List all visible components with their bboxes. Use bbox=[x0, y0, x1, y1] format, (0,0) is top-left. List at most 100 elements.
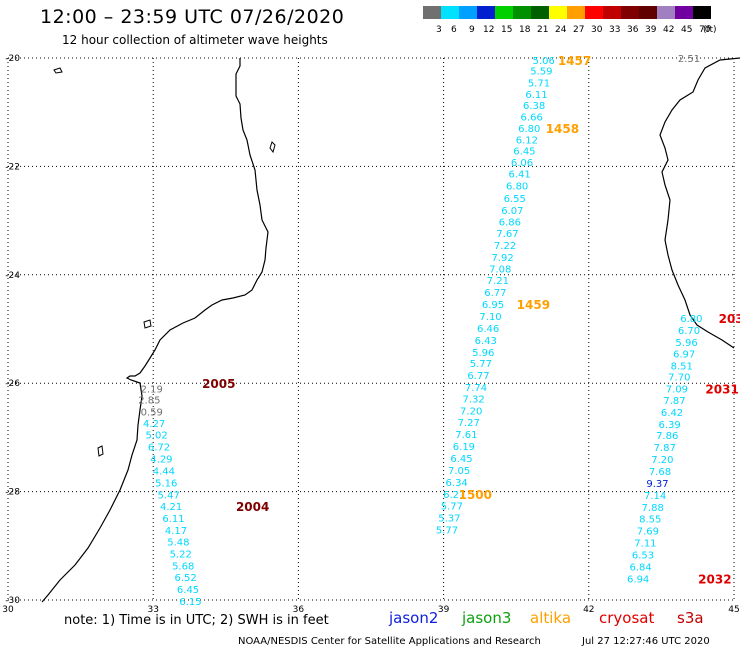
pass-time-label: 2005 bbox=[202, 377, 235, 391]
pass-time-label: 2031 bbox=[705, 383, 738, 397]
pass-time-label: 1458 bbox=[546, 122, 579, 136]
wave-height-value: 5.16 bbox=[155, 478, 177, 489]
colorbar-label: 36 bbox=[627, 25, 639, 35]
wave-height-value: 5.96 bbox=[472, 348, 494, 359]
wave-height-value: 8.51 bbox=[671, 361, 693, 372]
wave-height-value: 5.06 bbox=[533, 56, 555, 67]
wave-height-value: 5.77 bbox=[441, 502, 463, 513]
wave-height-value: 7.67 bbox=[496, 229, 518, 240]
wave-height-value: 6.53 bbox=[632, 550, 654, 561]
wave-height-value: 6.38 bbox=[523, 101, 545, 112]
chart-title: 12:00 – 23:59 UTC 07/26/2020 bbox=[40, 6, 345, 28]
wave-height-value: 6.45 bbox=[450, 454, 472, 465]
legend-jason2: jason2 bbox=[389, 609, 439, 627]
colorbar-label: 39 bbox=[645, 25, 657, 35]
small-island bbox=[53, 67, 63, 74]
colorbar-label: 6 bbox=[451, 25, 457, 35]
wave-height-value: 4.17 bbox=[165, 526, 187, 537]
colorbar-swatch bbox=[441, 6, 459, 19]
wave-height-value: 2.19 bbox=[141, 385, 163, 396]
y-tick-label: -22 bbox=[5, 162, 20, 172]
wave-height-value: 4.21 bbox=[160, 502, 182, 513]
colorbar-unit: (ft) bbox=[703, 25, 717, 35]
wave-height-value: 7.27 bbox=[458, 418, 480, 429]
wave-height-value: 6.34 bbox=[446, 478, 468, 489]
wave-height-value: 6.80 bbox=[506, 181, 528, 192]
x-tick-label: 30 bbox=[2, 605, 14, 615]
colorbar-label: 9 bbox=[469, 25, 475, 35]
wave-height-value: 5.37 bbox=[438, 514, 460, 525]
wave-height-value: 7.87 bbox=[663, 396, 685, 407]
wave-height-value: 6.95 bbox=[482, 300, 504, 311]
colorbar-swatch bbox=[585, 6, 603, 19]
wave-height-value: 6.41 bbox=[508, 169, 530, 180]
wave-height-value: 7.86 bbox=[656, 431, 678, 442]
wave-height-value: 6.70 bbox=[678, 326, 700, 337]
wave-height-value: 5.77 bbox=[436, 526, 458, 537]
wave-height-value: 8.55 bbox=[639, 515, 661, 526]
colorbar-label: 3 bbox=[436, 25, 442, 35]
wave-height-value: 0.59 bbox=[141, 407, 163, 418]
colorbar-swatch bbox=[423, 6, 441, 19]
wave-height-value: 7.32 bbox=[462, 394, 484, 405]
legend-cryosat: cryosat bbox=[599, 609, 655, 627]
wave-height-value: 5.96 bbox=[675, 338, 697, 349]
wave-height-value: 7.08 bbox=[489, 264, 511, 275]
wave-height-value: 6.39 bbox=[658, 420, 680, 431]
wave-height-value: 4.29 bbox=[150, 455, 172, 466]
wave-height-value: 7.10 bbox=[479, 312, 501, 323]
wave-height-value: 6.86 bbox=[499, 218, 521, 229]
colorbar-swatch bbox=[603, 6, 621, 19]
colorbar-label: 30 bbox=[591, 25, 603, 35]
wave-height-value: 2.51 bbox=[678, 54, 700, 65]
wave-height-value: 6.19 bbox=[453, 442, 475, 453]
wave-height-value: 9.37 bbox=[646, 479, 668, 490]
west-coastline bbox=[41, 58, 269, 603]
footer-credit: NOAA/NESDIS Center for Satellite Applica… bbox=[238, 636, 541, 647]
wave-height-value: 7.70 bbox=[668, 373, 690, 384]
pass-time-label: 1459 bbox=[517, 298, 550, 312]
small-island bbox=[97, 445, 104, 457]
wave-height-value: 6.84 bbox=[629, 562, 651, 573]
wave-height-value: 7.20 bbox=[651, 455, 673, 466]
colorbar-swatch bbox=[549, 6, 567, 19]
colorbar-swatch bbox=[639, 6, 657, 19]
wave-height-value: 6.52 bbox=[174, 573, 196, 584]
x-tick-label: 36 bbox=[293, 605, 305, 615]
colorbar-swatch bbox=[675, 6, 693, 19]
pass-time-label: 2032 bbox=[698, 572, 731, 586]
wave-height-value: 6.77 bbox=[484, 288, 506, 299]
axis-tick-labels: 30 33 36 39 42 45 -20 -22 -24 -26 -28 -30 bbox=[2, 54, 739, 615]
coastline bbox=[41, 57, 740, 603]
y-tick-label: -30 bbox=[5, 596, 20, 606]
wave-height-value: 5.22 bbox=[170, 549, 192, 560]
legend-altika: altika bbox=[530, 609, 572, 627]
pass-time-label: 2004 bbox=[236, 500, 269, 514]
wave-height-value: 6.21 bbox=[443, 490, 465, 501]
colorbar-label: 18 bbox=[519, 25, 531, 35]
pass-time-label: 1500 bbox=[459, 488, 492, 502]
y-tick-label: -26 bbox=[5, 379, 20, 389]
wave-height-value: 5.71 bbox=[528, 78, 550, 89]
colorbar-swatch bbox=[513, 6, 531, 19]
colorbar-label: 27 bbox=[573, 25, 585, 35]
footnote: note: 1) Time is in UTC; 2) SWH is in fe… bbox=[64, 613, 329, 628]
wave-height-value: 7.92 bbox=[492, 253, 514, 264]
colorbar-label: 21 bbox=[537, 25, 549, 35]
colorbar-label: 33 bbox=[609, 25, 621, 35]
wave-height-value: 6.80 bbox=[680, 314, 702, 325]
colorbar-label: 45 bbox=[681, 25, 693, 35]
wave-height-value: 5.59 bbox=[530, 66, 552, 77]
wave-height-value: 5.68 bbox=[172, 561, 194, 572]
y-tick-label: -24 bbox=[5, 271, 20, 281]
colorbar-label: 70 bbox=[699, 25, 711, 35]
colorbar-swatch bbox=[567, 6, 585, 19]
colorbar-swatch bbox=[477, 6, 495, 19]
wave-height-value: 6.66 bbox=[521, 113, 543, 124]
y-tick-label: -28 bbox=[5, 488, 20, 498]
legend-s3a: s3a bbox=[677, 609, 704, 627]
wave-height-value: 6.06 bbox=[511, 158, 533, 169]
colorbar-swatch bbox=[621, 6, 639, 19]
wave-height-value: 7.22 bbox=[494, 241, 516, 252]
